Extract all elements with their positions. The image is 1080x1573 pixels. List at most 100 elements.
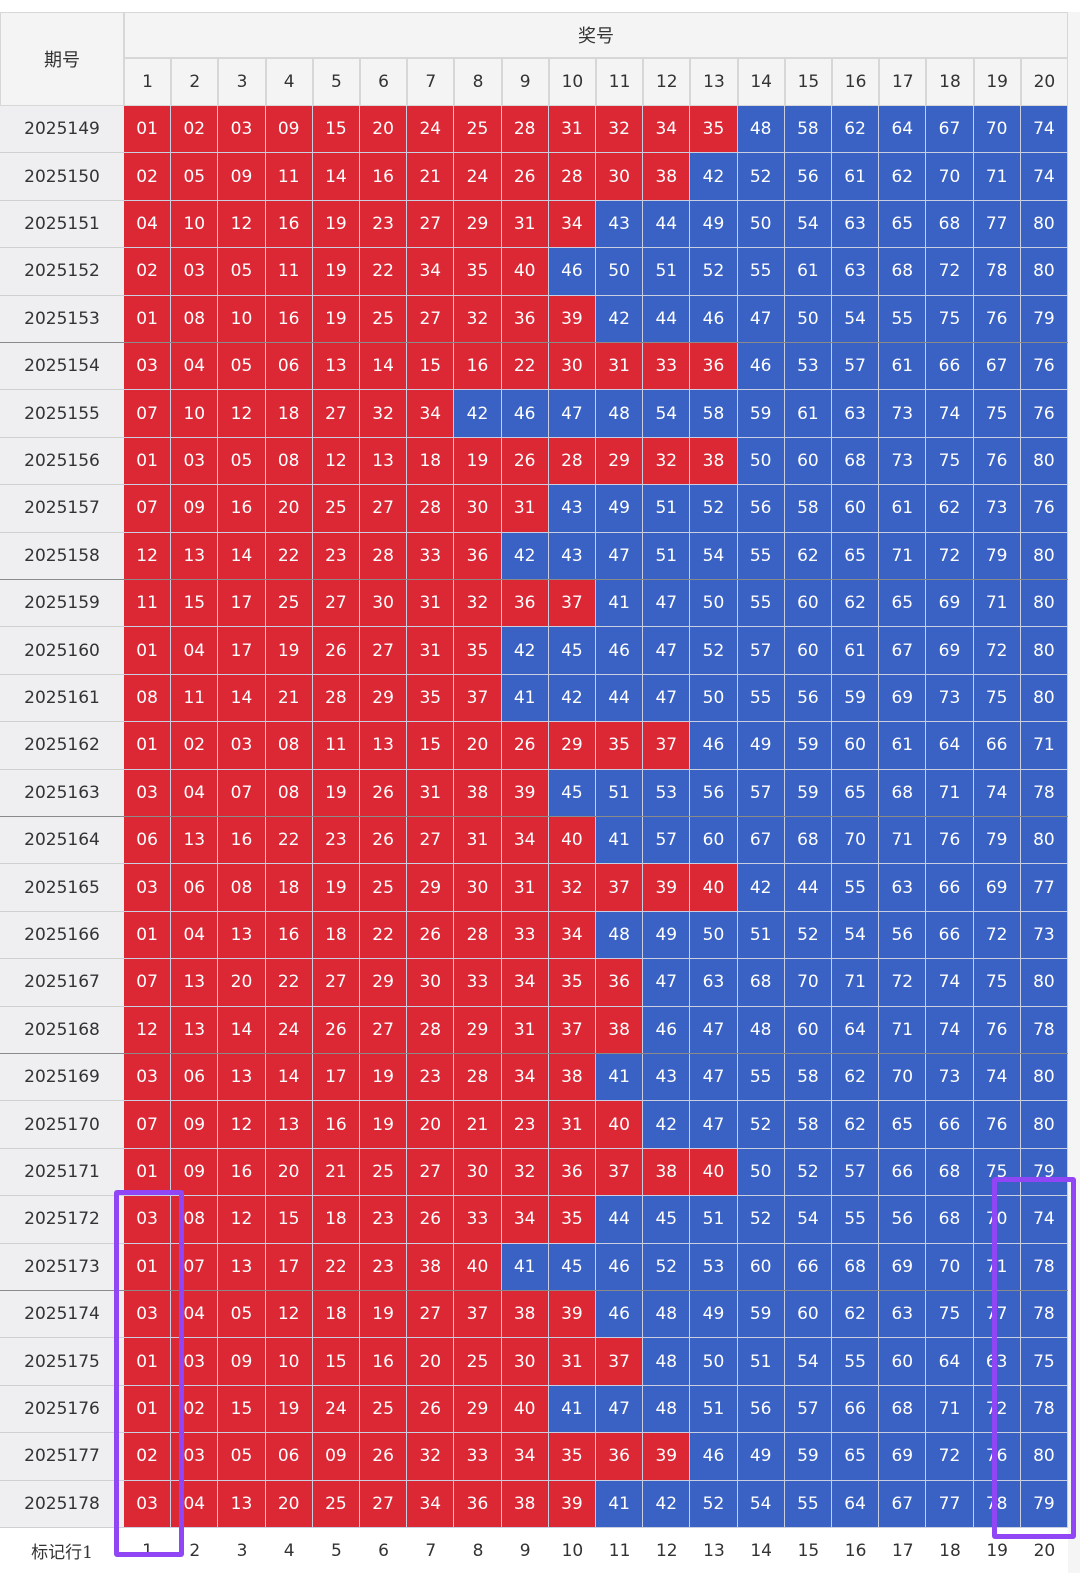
number-cell[interactable]: 52 — [737, 153, 785, 201]
number-cell[interactable]: 01 — [124, 106, 172, 154]
number-cell[interactable]: 65 — [879, 580, 927, 628]
number-cell[interactable]: 50 — [737, 437, 785, 486]
number-cell[interactable]: 30 — [454, 485, 502, 533]
number-cell[interactable]: 41 — [596, 1054, 644, 1102]
number-cell[interactable]: 68 — [832, 437, 880, 486]
number-cell[interactable]: 31 — [548, 1338, 596, 1386]
number-cell[interactable]: 46 — [737, 343, 785, 391]
number-cell[interactable]: 76 — [973, 295, 1021, 343]
number-cell[interactable]: 75 — [973, 1148, 1021, 1197]
number-cell[interactable]: 19 — [360, 1054, 408, 1102]
number-cell[interactable]: 42 — [690, 153, 738, 201]
number-cell[interactable]: 60 — [832, 722, 880, 770]
number-cell[interactable]: 51 — [643, 248, 691, 296]
number-cell[interactable]: 49 — [596, 485, 644, 533]
number-cell[interactable]: 03 — [124, 864, 172, 912]
number-cell[interactable]: 12 — [124, 532, 172, 580]
number-cell[interactable]: 48 — [643, 1338, 691, 1386]
number-cell[interactable]: 02 — [124, 248, 172, 296]
number-cell[interactable]: 56 — [737, 1385, 785, 1434]
marker-row-cell[interactable]: 7 — [407, 1528, 455, 1573]
number-cell[interactable]: 80 — [1020, 674, 1068, 723]
number-cell[interactable]: 57 — [737, 769, 785, 817]
number-cell[interactable]: 69 — [973, 864, 1021, 912]
number-cell[interactable]: 11 — [312, 722, 360, 770]
number-cell[interactable]: 41 — [501, 674, 549, 723]
number-cell[interactable]: 62 — [832, 1291, 880, 1339]
number-cell[interactable]: 32 — [596, 106, 644, 154]
number-cell[interactable]: 38 — [454, 769, 502, 817]
number-cell[interactable]: 31 — [548, 106, 596, 154]
number-cell[interactable]: 76 — [973, 1433, 1021, 1481]
number-cell[interactable]: 72 — [926, 1433, 974, 1481]
number-cell[interactable]: 08 — [265, 722, 313, 770]
number-cell[interactable]: 50 — [690, 674, 738, 723]
number-cell[interactable]: 37 — [548, 1006, 596, 1054]
number-cell[interactable]: 59 — [784, 769, 832, 817]
number-cell[interactable]: 06 — [265, 1433, 313, 1481]
number-cell[interactable]: 07 — [124, 390, 172, 438]
number-cell[interactable]: 31 — [407, 627, 455, 675]
number-cell[interactable]: 42 — [501, 627, 549, 675]
number-cell[interactable]: 38 — [501, 1480, 549, 1528]
number-cell[interactable]: 18 — [265, 390, 313, 438]
number-cell[interactable]: 19 — [312, 200, 360, 249]
number-cell[interactable]: 50 — [737, 200, 785, 249]
number-cell[interactable]: 48 — [737, 106, 785, 154]
marker-row-cell[interactable]: 12 — [643, 1528, 691, 1573]
number-cell[interactable]: 68 — [737, 959, 785, 1007]
number-cell[interactable]: 51 — [690, 1385, 738, 1434]
number-cell[interactable]: 63 — [879, 864, 927, 912]
number-cell[interactable]: 80 — [1020, 1054, 1068, 1102]
number-cell[interactable]: 19 — [312, 769, 360, 817]
number-cell[interactable]: 60 — [784, 1291, 832, 1339]
number-cell[interactable]: 16 — [265, 295, 313, 343]
number-cell[interactable]: 60 — [784, 437, 832, 486]
number-cell[interactable]: 37 — [596, 1338, 644, 1386]
number-cell[interactable]: 80 — [1020, 959, 1068, 1007]
number-cell[interactable]: 49 — [690, 1291, 738, 1339]
number-cell[interactable]: 79 — [1020, 1480, 1068, 1528]
number-cell[interactable]: 19 — [360, 1101, 408, 1149]
number-cell[interactable]: 55 — [737, 532, 785, 580]
number-cell[interactable]: 54 — [737, 1480, 785, 1528]
number-cell[interactable]: 78 — [1020, 1006, 1068, 1054]
number-cell[interactable]: 09 — [265, 106, 313, 154]
number-cell[interactable]: 43 — [548, 485, 596, 533]
number-cell[interactable]: 72 — [879, 959, 927, 1007]
number-cell[interactable]: 54 — [784, 1338, 832, 1386]
number-cell[interactable]: 76 — [926, 817, 974, 865]
number-cell[interactable]: 68 — [879, 1385, 927, 1434]
number-cell[interactable]: 78 — [1020, 1243, 1068, 1291]
number-cell[interactable]: 03 — [171, 437, 219, 486]
number-cell[interactable]: 48 — [737, 1006, 785, 1054]
number-cell[interactable]: 67 — [879, 1480, 927, 1528]
number-cell[interactable]: 80 — [1020, 532, 1068, 580]
number-cell[interactable]: 49 — [737, 722, 785, 770]
number-cell[interactable]: 41 — [596, 580, 644, 628]
number-cell[interactable]: 53 — [784, 343, 832, 391]
number-cell[interactable]: 69 — [926, 580, 974, 628]
number-cell[interactable]: 23 — [407, 1054, 455, 1102]
number-cell[interactable]: 59 — [737, 390, 785, 438]
number-cell[interactable]: 63 — [832, 390, 880, 438]
number-cell[interactable]: 08 — [171, 295, 219, 343]
number-cell[interactable]: 03 — [218, 722, 266, 770]
number-cell[interactable]: 30 — [501, 1338, 549, 1386]
number-cell[interactable]: 46 — [501, 390, 549, 438]
number-cell[interactable]: 74 — [926, 1006, 974, 1054]
number-cell[interactable]: 05 — [218, 1291, 266, 1339]
number-cell[interactable]: 39 — [548, 295, 596, 343]
number-cell[interactable]: 26 — [407, 911, 455, 960]
number-cell[interactable]: 46 — [690, 722, 738, 770]
number-cell[interactable]: 22 — [265, 532, 313, 580]
number-cell[interactable]: 31 — [501, 1006, 549, 1054]
number-cell[interactable]: 78 — [1020, 769, 1068, 817]
number-cell[interactable]: 07 — [124, 959, 172, 1007]
number-cell[interactable]: 72 — [973, 627, 1021, 675]
number-cell[interactable]: 35 — [548, 959, 596, 1007]
number-cell[interactable]: 80 — [1020, 1433, 1068, 1481]
number-cell[interactable]: 78 — [1020, 1385, 1068, 1434]
number-cell[interactable]: 80 — [1020, 580, 1068, 628]
number-cell[interactable]: 75 — [973, 674, 1021, 723]
